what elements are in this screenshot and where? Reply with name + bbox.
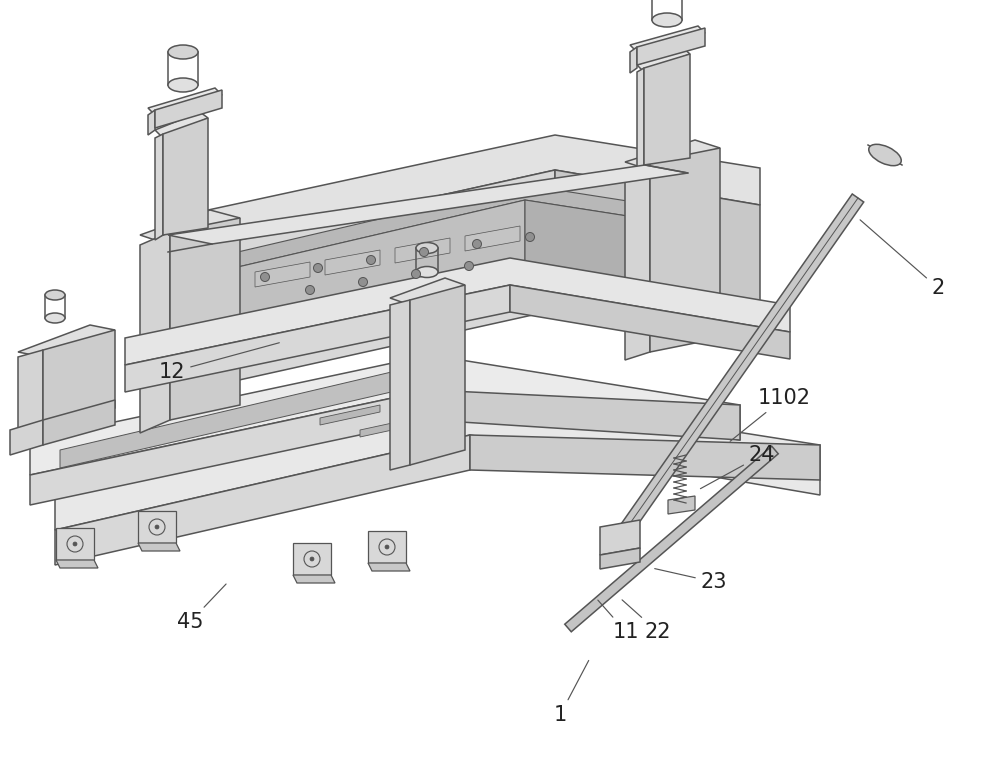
Circle shape: [385, 545, 389, 549]
Polygon shape: [18, 325, 115, 357]
Polygon shape: [668, 496, 695, 514]
Text: 23: 23: [655, 569, 727, 592]
Polygon shape: [293, 575, 335, 583]
Ellipse shape: [168, 45, 198, 59]
Circle shape: [260, 273, 270, 281]
Polygon shape: [30, 390, 430, 505]
Text: 24: 24: [700, 445, 775, 489]
Polygon shape: [600, 520, 640, 555]
Polygon shape: [140, 210, 240, 245]
Polygon shape: [625, 162, 650, 360]
Polygon shape: [430, 390, 740, 440]
Circle shape: [310, 557, 314, 561]
Polygon shape: [138, 511, 176, 543]
Polygon shape: [140, 232, 170, 433]
Polygon shape: [30, 355, 740, 475]
Polygon shape: [163, 118, 208, 235]
Polygon shape: [125, 258, 790, 365]
Circle shape: [358, 277, 368, 287]
Polygon shape: [155, 112, 208, 138]
Polygon shape: [55, 390, 820, 530]
Polygon shape: [18, 350, 43, 437]
Polygon shape: [320, 405, 380, 425]
Text: 22: 22: [622, 600, 671, 642]
Polygon shape: [368, 531, 406, 563]
Text: 1102: 1102: [730, 388, 810, 441]
Polygon shape: [390, 300, 410, 470]
Polygon shape: [644, 54, 690, 165]
Ellipse shape: [45, 313, 65, 323]
Polygon shape: [625, 140, 720, 170]
Circle shape: [73, 542, 77, 546]
Polygon shape: [525, 200, 685, 300]
Polygon shape: [225, 185, 685, 270]
Polygon shape: [600, 548, 640, 569]
Polygon shape: [650, 148, 720, 352]
Ellipse shape: [416, 267, 438, 277]
Polygon shape: [170, 218, 240, 420]
Polygon shape: [185, 135, 760, 252]
Polygon shape: [225, 200, 525, 365]
Polygon shape: [555, 170, 760, 345]
Polygon shape: [637, 28, 705, 65]
Polygon shape: [630, 47, 637, 73]
Polygon shape: [148, 110, 155, 135]
Polygon shape: [168, 165, 688, 244]
Polygon shape: [465, 226, 520, 251]
Polygon shape: [565, 446, 778, 632]
Polygon shape: [410, 285, 465, 465]
Polygon shape: [368, 563, 410, 571]
Ellipse shape: [168, 78, 198, 92]
Circle shape: [473, 239, 482, 249]
Polygon shape: [60, 370, 400, 468]
Circle shape: [420, 248, 428, 256]
Text: 2: 2: [860, 220, 945, 298]
Circle shape: [526, 232, 534, 242]
Ellipse shape: [45, 290, 65, 300]
Polygon shape: [10, 420, 43, 455]
Polygon shape: [510, 285, 790, 359]
Text: 11: 11: [598, 600, 639, 642]
Polygon shape: [325, 250, 380, 275]
Polygon shape: [637, 48, 690, 72]
Polygon shape: [43, 400, 115, 445]
Polygon shape: [360, 417, 420, 437]
Polygon shape: [55, 435, 470, 565]
Text: 45: 45: [177, 584, 226, 632]
Polygon shape: [611, 194, 864, 546]
Circle shape: [306, 285, 314, 294]
Polygon shape: [255, 262, 310, 287]
Polygon shape: [155, 90, 222, 128]
Polygon shape: [185, 170, 555, 392]
Polygon shape: [148, 88, 222, 115]
Circle shape: [464, 262, 474, 270]
Polygon shape: [43, 330, 115, 430]
Circle shape: [314, 263, 322, 273]
Polygon shape: [138, 543, 180, 551]
Text: 1: 1: [553, 660, 589, 725]
Polygon shape: [637, 68, 644, 170]
Circle shape: [155, 525, 159, 529]
Ellipse shape: [416, 242, 438, 253]
Ellipse shape: [652, 13, 682, 27]
Circle shape: [366, 256, 376, 264]
Polygon shape: [293, 543, 331, 575]
Polygon shape: [630, 26, 705, 52]
Ellipse shape: [869, 145, 901, 166]
Text: 12: 12: [159, 343, 279, 382]
Polygon shape: [56, 528, 94, 560]
Polygon shape: [395, 238, 450, 263]
Polygon shape: [56, 560, 98, 568]
Polygon shape: [390, 278, 465, 305]
Polygon shape: [155, 134, 163, 240]
Polygon shape: [470, 435, 820, 480]
Polygon shape: [125, 285, 510, 392]
Circle shape: [412, 270, 420, 278]
